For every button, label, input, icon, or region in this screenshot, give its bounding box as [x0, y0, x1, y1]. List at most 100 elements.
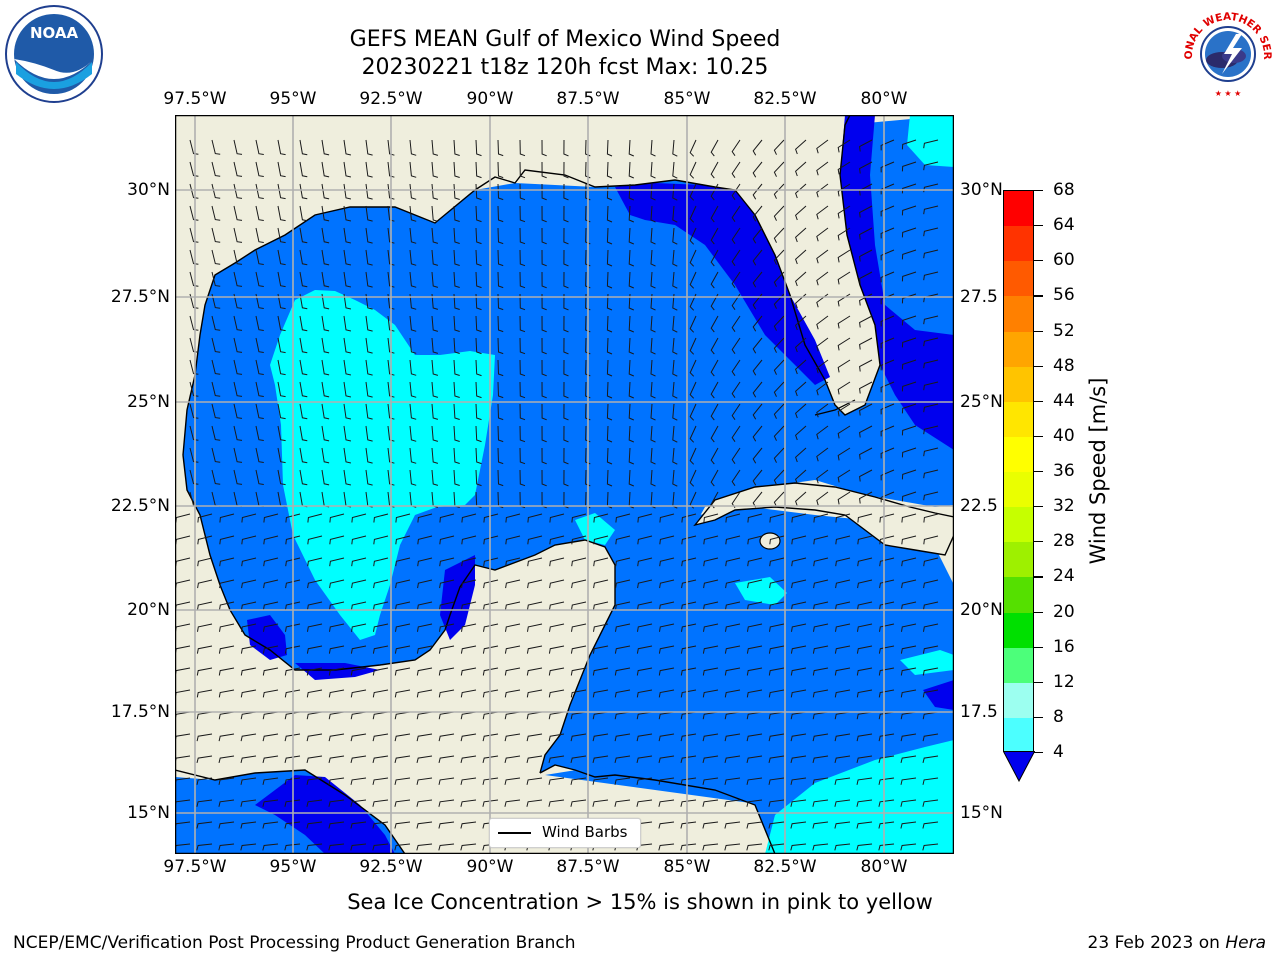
wind-barb [606, 183, 613, 201]
wind-barb [350, 755, 367, 764]
wind-barb [689, 271, 697, 289]
wind-barb [255, 183, 264, 199]
wind-barb [923, 447, 939, 457]
wind-barb [702, 777, 719, 785]
wind-barb [417, 513, 433, 523]
wind-barb [636, 645, 653, 654]
wind-barb [672, 227, 678, 245]
wind-barb [795, 139, 807, 155]
wind-barb [416, 777, 433, 785]
wind-barb [628, 139, 634, 157]
wind-barb [689, 469, 697, 487]
wind-barb [813, 579, 829, 589]
wind-barb [856, 755, 873, 764]
wind-barb [628, 271, 634, 289]
right-lat-tick: 27.5 [960, 287, 998, 307]
wind-barb [240, 645, 257, 654]
wind-barb [795, 425, 807, 441]
wind-barb [527, 535, 543, 545]
wind-barb [189, 227, 199, 243]
wind-barb [453, 403, 460, 420]
wind-barb [299, 271, 308, 288]
wind-barb [343, 271, 352, 288]
wind-barb [650, 337, 656, 355]
wind-barb [752, 469, 763, 486]
wind-barb [834, 843, 851, 851]
wind-barb [628, 381, 634, 399]
wind-barb [343, 139, 352, 156]
wind-barb [636, 667, 653, 676]
wind-barb [816, 447, 829, 462]
wind-barb [731, 227, 741, 244]
wind-barb [189, 271, 199, 287]
wind-barb [548, 733, 565, 742]
wind-barb [606, 227, 613, 245]
wind-barb [856, 689, 873, 698]
wind-barb [541, 403, 547, 421]
wind-barb [790, 645, 807, 654]
wind-barb [240, 667, 257, 676]
wind-barb [284, 689, 301, 698]
wind-barb [746, 843, 763, 851]
wind-barb [702, 733, 719, 742]
wind-barb [731, 183, 741, 200]
wind-barb [299, 205, 308, 222]
wind-barb [328, 667, 345, 676]
wind-barb [923, 161, 939, 171]
wind-barb [306, 689, 323, 698]
caribbean-cyan-region [765, 740, 954, 854]
wind-barb [923, 139, 939, 149]
wind-barb [900, 645, 917, 654]
wind-barb [453, 227, 460, 244]
wind-barb [387, 403, 395, 420]
wind-barb [549, 579, 565, 589]
wind-barb [857, 557, 873, 567]
wind-barb [211, 425, 221, 441]
wind-barb [497, 293, 504, 311]
wind-barb [505, 513, 521, 523]
wind-barb [746, 777, 763, 785]
wind-barb [773, 271, 785, 287]
wind-barb [343, 315, 352, 332]
wind-barb [519, 227, 526, 245]
wind-barb [211, 337, 221, 353]
wind-barb [731, 359, 741, 376]
wind-barb [878, 733, 895, 742]
wind-barb [548, 667, 565, 676]
wind-barb [416, 799, 433, 807]
wind-barb [900, 821, 917, 829]
wind-barb [373, 557, 389, 567]
wind-barb [541, 381, 547, 399]
wind-barb [284, 733, 301, 742]
wind-barb [703, 623, 719, 632]
wind-barb [563, 205, 569, 223]
wind-barb [773, 139, 785, 155]
wind-barb [901, 359, 917, 370]
wind-barb [394, 667, 411, 676]
colorbar-tick-label: 24 [1053, 566, 1075, 587]
bottom-lon-tick: 90°W [466, 857, 514, 877]
wind-barb [878, 645, 895, 654]
wind-barb [672, 447, 678, 465]
colorbar-tick-label: 68 [1053, 180, 1075, 200]
wind-barb [233, 403, 243, 419]
wind-barb [856, 821, 873, 829]
wind-barb [365, 205, 373, 222]
wind-barb [460, 777, 477, 785]
wind-barb [241, 601, 257, 610]
wind-barb [416, 689, 433, 698]
wind-barb [460, 755, 477, 764]
wind-barb [659, 601, 675, 610]
wind-barb [731, 337, 741, 354]
wind-barb [563, 425, 569, 443]
wind-barb [880, 161, 895, 173]
wind-barb [277, 293, 286, 310]
left-lat-tick: 30°N [127, 180, 170, 200]
wind-barb [752, 381, 763, 398]
wind-barb [636, 733, 653, 742]
wind-barb [901, 227, 917, 238]
wind-barb [710, 447, 719, 465]
wind-barb [689, 315, 697, 333]
wind-barb [878, 799, 895, 807]
wind-barb [497, 161, 504, 179]
